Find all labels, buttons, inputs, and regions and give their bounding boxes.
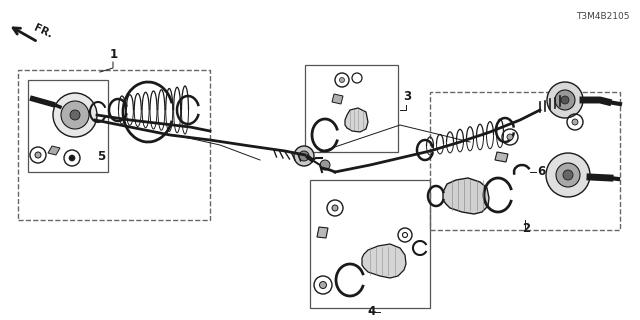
Circle shape <box>299 151 309 161</box>
Text: FR.: FR. <box>32 23 54 40</box>
Text: 5: 5 <box>97 150 105 163</box>
Circle shape <box>507 134 513 140</box>
Circle shape <box>320 160 330 170</box>
Polygon shape <box>345 108 368 132</box>
Bar <box>305 65 398 152</box>
Polygon shape <box>48 146 60 155</box>
Text: 1: 1 <box>110 48 118 61</box>
Circle shape <box>69 155 75 161</box>
Circle shape <box>546 153 590 197</box>
Text: 4: 4 <box>367 305 375 318</box>
Text: 6: 6 <box>537 165 545 178</box>
Circle shape <box>294 146 314 166</box>
Polygon shape <box>362 244 406 278</box>
Bar <box>18 70 210 220</box>
Circle shape <box>556 163 580 187</box>
Polygon shape <box>495 152 508 162</box>
Circle shape <box>70 110 80 120</box>
Circle shape <box>561 96 569 104</box>
Circle shape <box>61 101 89 129</box>
Bar <box>310 180 430 308</box>
Text: 2: 2 <box>522 222 530 235</box>
Circle shape <box>35 152 41 158</box>
Polygon shape <box>317 227 328 238</box>
Circle shape <box>572 119 578 125</box>
Polygon shape <box>443 178 489 214</box>
Bar <box>430 92 620 230</box>
Text: 3: 3 <box>403 90 411 103</box>
Bar <box>28 80 108 172</box>
Circle shape <box>547 82 583 118</box>
Polygon shape <box>332 94 343 104</box>
Circle shape <box>339 77 344 83</box>
Text: T3M4B2105: T3M4B2105 <box>577 12 630 21</box>
Circle shape <box>555 90 575 110</box>
Circle shape <box>319 282 326 289</box>
Circle shape <box>563 170 573 180</box>
Circle shape <box>332 205 338 211</box>
Circle shape <box>53 93 97 137</box>
